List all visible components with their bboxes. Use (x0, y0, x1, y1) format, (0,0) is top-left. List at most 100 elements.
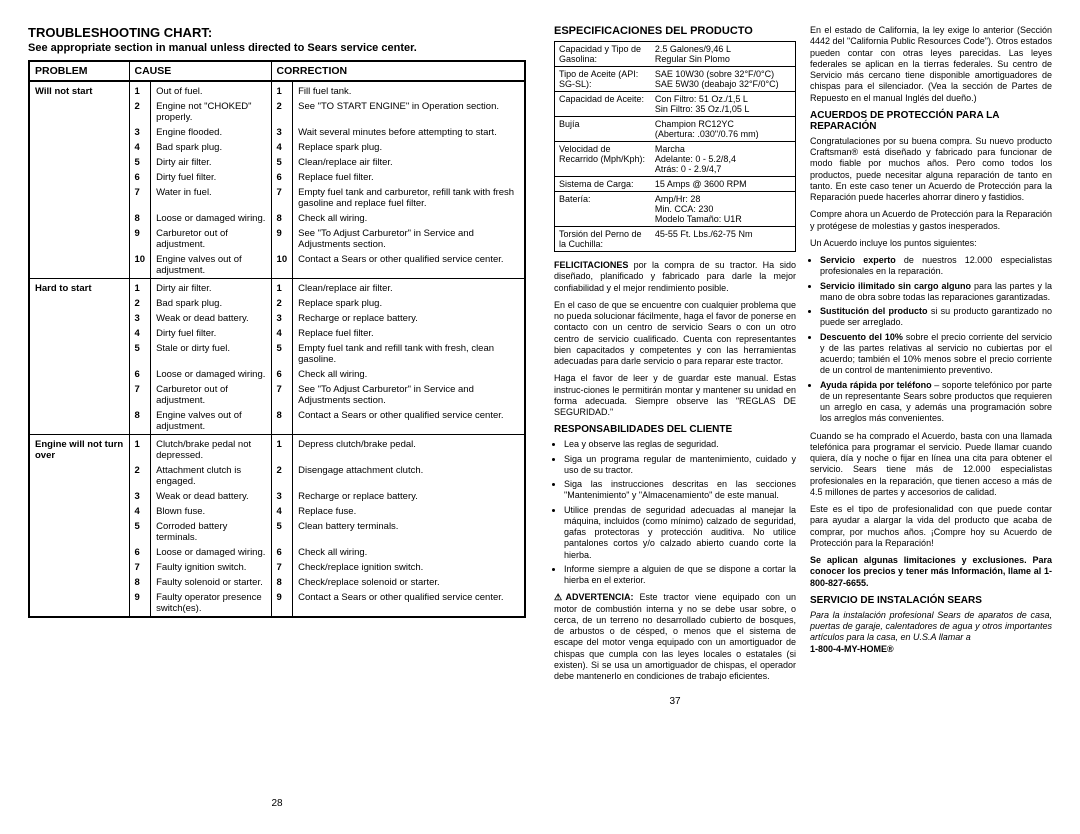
cause-num: 8 (129, 408, 151, 435)
problem-cell: Engine will not turn over (29, 435, 129, 464)
problem-cell (29, 341, 129, 367)
spec-label: Sistema de Carga: (555, 177, 651, 192)
cause-num: 10 (129, 252, 151, 279)
corr-num: 3 (271, 311, 293, 326)
cause-cell: Engine valves out of adjustment. (151, 408, 271, 435)
corr-num: 4 (271, 140, 293, 155)
cause-num: 2 (129, 296, 151, 311)
spec-label: Capacidad y Tipo de Gasolina: (555, 42, 651, 67)
spec-label: Velocidad de Recarrido (Mph/Kph): (555, 142, 651, 177)
corr-num: 9 (271, 590, 293, 617)
corr-num: 9 (271, 226, 293, 252)
problem-cell (29, 211, 129, 226)
cause-num: 1 (129, 279, 151, 297)
problem-cell (29, 545, 129, 560)
spec-label: Bujía (555, 117, 651, 142)
corr-num: 8 (271, 211, 293, 226)
correction-cell: Check/replace ignition switch. (293, 560, 525, 575)
resp-title: RESPONSABILIDADES DEL CLIENTE (554, 424, 796, 435)
acuerdo-bold: Se aplican algunas limitaciones y exclus… (810, 555, 1052, 589)
spec-value: Champion RC12YC (Abertura: .030"/0.76 mm… (651, 117, 796, 142)
spec-label: Tipo de Aceite (API: SG-SL): (555, 67, 651, 92)
cause-cell: Carburetor out of adjustment. (151, 382, 271, 408)
problem-cell (29, 519, 129, 545)
cause-cell: Loose or damaged wiring. (151, 367, 271, 382)
problem-cell (29, 125, 129, 140)
cause-cell: Engine flooded. (151, 125, 271, 140)
cause-cell: Engine not "CHOKED" properly. (151, 99, 271, 125)
corr-num: 1 (271, 435, 293, 464)
acuerdo-p1: Congratulaciones por su buena compra. Su… (810, 136, 1052, 204)
spec-value: Amp/Hr: 28 Min. CCA: 230 Modelo Tamaño: … (651, 192, 796, 227)
problem-cell (29, 252, 129, 279)
right-column-a: ESPECIFICACIONES DEL PRODUCTO Capacidad … (554, 25, 796, 809)
cause-cell: Loose or damaged wiring. (151, 545, 271, 560)
list-item: Utilice prendas de seguridad adecuadas a… (564, 505, 796, 561)
cause-num: 6 (129, 170, 151, 185)
cause-num: 4 (129, 326, 151, 341)
correction-cell: See "To Adjust Carburetor" in Service an… (293, 226, 525, 252)
spec-table: Capacidad y Tipo de Gasolina:2.5 Galones… (554, 41, 796, 252)
cause-num: 4 (129, 140, 151, 155)
cause-num: 6 (129, 545, 151, 560)
list-item: Lea y observe las reglas de seguridad. (564, 439, 796, 450)
acuerdo-p4: Cuando se ha comprado el Acuerdo, basta … (810, 431, 1052, 499)
cause-cell: Carburetor out of adjustment. (151, 226, 271, 252)
corr-num: 6 (271, 545, 293, 560)
cause-cell: Blown fuse. (151, 504, 271, 519)
correction-cell: Replace spark plug. (293, 140, 525, 155)
correction-cell: Clean/replace air filter. (293, 155, 525, 170)
correction-cell: Disengage attachment clutch. (293, 463, 525, 489)
correction-cell: Check all wiring. (293, 545, 525, 560)
problem-cell (29, 489, 129, 504)
correction-cell: Recharge or replace battery. (293, 311, 525, 326)
problem-cell (29, 504, 129, 519)
serv-title: SERVICIO DE INSTALACIÓN SEARS (810, 595, 1052, 606)
page-number-right: 37 (554, 688, 796, 707)
cause-num: 2 (129, 463, 151, 489)
cause-num: 5 (129, 519, 151, 545)
cause-num: 4 (129, 504, 151, 519)
list-item: Ayuda rápida por teléfono – soporte tele… (820, 380, 1052, 425)
cause-num: 1 (129, 435, 151, 464)
cause-cell: Dirty air filter. (151, 155, 271, 170)
corr-num: 8 (271, 575, 293, 590)
cause-cell: Dirty air filter. (151, 279, 271, 297)
problem-cell: Will not start (29, 81, 129, 99)
corr-num: 2 (271, 463, 293, 489)
corr-num: 2 (271, 296, 293, 311)
corr-num: 7 (271, 185, 293, 211)
troubleshooting-table: PROBLEM CAUSE CORRECTION Will not start1… (28, 60, 526, 618)
correction-cell: Contact a Sears or other qualified servi… (293, 252, 525, 279)
correction-cell: Replace fuel filter. (293, 170, 525, 185)
col-cause: CAUSE (129, 61, 271, 81)
col-correction: CORRECTION (271, 61, 525, 81)
problem-cell (29, 382, 129, 408)
cause-cell: Faulty operator presence switch(es). (151, 590, 271, 617)
cause-num: 5 (129, 155, 151, 170)
problem-cell (29, 408, 129, 435)
problem-cell (29, 296, 129, 311)
acuerdo-p2: Compre ahora un Acuerdo de Protección pa… (810, 209, 1052, 232)
corr-num: 1 (271, 279, 293, 297)
spec-value: 45-55 Ft. Lbs./62-75 Nm (651, 227, 796, 252)
problem-cell (29, 560, 129, 575)
corr-num: 3 (271, 125, 293, 140)
corr-num: 7 (271, 560, 293, 575)
warning-para: ⚠ADVERTENCIA: Este tractor viene equipad… (554, 592, 796, 682)
cause-num: 8 (129, 575, 151, 590)
correction-cell: Replace fuel filter. (293, 326, 525, 341)
cause-cell: Bad spark plug. (151, 296, 271, 311)
corr-num: 5 (271, 519, 293, 545)
cause-cell: Engine valves out of adjustment. (151, 252, 271, 279)
list-item: Descuento del 10% sobre el precio corrie… (820, 332, 1052, 377)
list-item: Servicio experto de nuestros 12.000 espe… (820, 255, 1052, 278)
cause-cell: Attachment clutch is engaged. (151, 463, 271, 489)
cause-cell: Faulty solenoid or starter. (151, 575, 271, 590)
cause-num: 2 (129, 99, 151, 125)
corr-num: 1 (271, 81, 293, 99)
acuerdo-title: ACUERDOS DE PROTECCIÓN PARA LA REPARACIÓ… (810, 110, 1052, 132)
list-item: Siga un programa regular de mantenimient… (564, 454, 796, 477)
spec-title: ESPECIFICACIONES DEL PRODUCTO (554, 25, 796, 37)
corr-num: 7 (271, 382, 293, 408)
